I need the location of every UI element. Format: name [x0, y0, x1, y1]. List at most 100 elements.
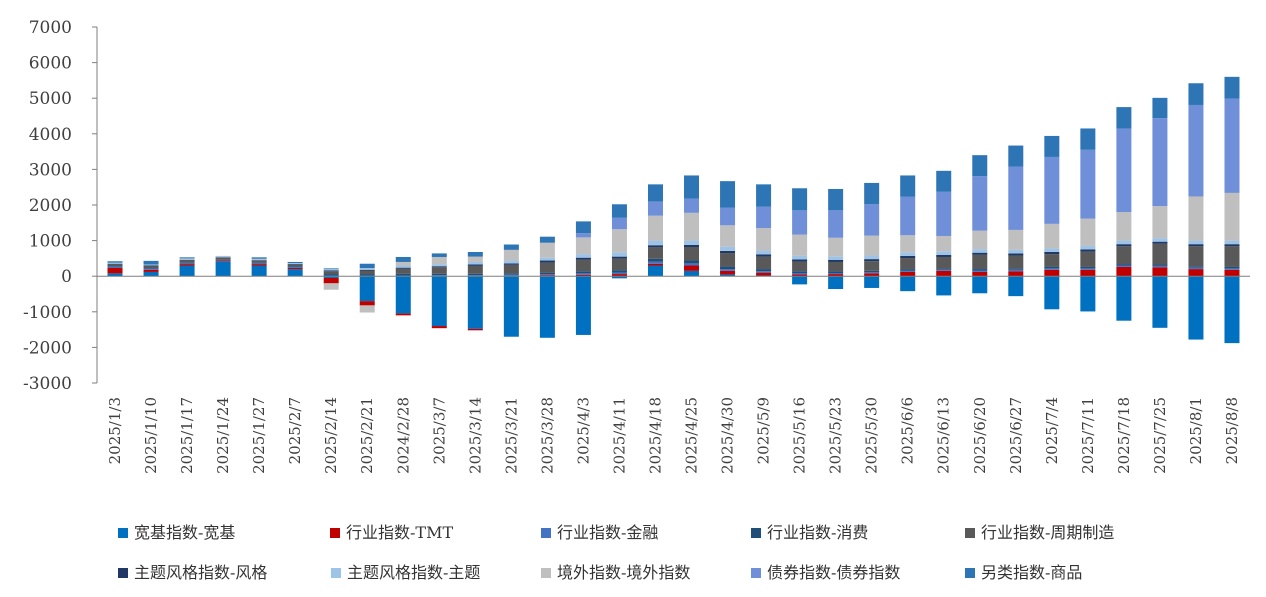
- bar-segment: [611, 258, 627, 271]
- bar-segment: [1116, 266, 1132, 277]
- bar-segment: [611, 270, 627, 273]
- bar-segment: [143, 269, 159, 272]
- bar-segment: [323, 277, 339, 284]
- y-tick-label: -2000: [23, 338, 72, 358]
- bar-segment: [323, 271, 339, 275]
- bar-segment: [684, 244, 700, 248]
- bar-segment: [1116, 128, 1132, 213]
- bar-segment: [287, 264, 303, 267]
- bar-segment: [503, 273, 519, 275]
- bar-segment: [143, 271, 159, 277]
- bar-segment: [431, 253, 447, 257]
- bar-segment: [1224, 266, 1240, 269]
- x-tick-label: 2025/1/3: [106, 397, 124, 464]
- legend-label: 债券指数-债券指数: [767, 563, 900, 582]
- bar-segment: [720, 266, 736, 270]
- bar-segment: [359, 301, 375, 306]
- bar-segment: [972, 230, 988, 250]
- legend-label: 行业指数-周期制造: [981, 523, 1114, 542]
- y-tick-label: 4000: [29, 125, 72, 145]
- bar-segment: [323, 268, 339, 270]
- bar-segment: [179, 259, 195, 261]
- x-tick-label: 2025/4/3: [574, 397, 592, 464]
- bar-segment: [395, 256, 411, 262]
- legend-swatch: [118, 528, 128, 538]
- bar-segment: [359, 276, 375, 302]
- bar-segment: [395, 273, 411, 276]
- bar-segment: [287, 269, 303, 277]
- bar-segment: [215, 259, 231, 261]
- bar-segment: [828, 276, 844, 290]
- bar-segment: [323, 283, 339, 290]
- bar-segment: [936, 235, 952, 252]
- bar-segment: [1224, 240, 1240, 245]
- bar-segment: [467, 261, 483, 265]
- bar-segment: [143, 268, 159, 270]
- bar-segment: [575, 276, 591, 335]
- x-tick-label: 2025/4/30: [719, 397, 737, 474]
- legend-label: 主题风格指数-风格: [134, 563, 267, 582]
- y-tick-label: -3000: [23, 374, 72, 394]
- bar-segment: [107, 263, 123, 265]
- bar-segment: [1152, 238, 1168, 242]
- bar-segment: [936, 191, 952, 236]
- bar-segment: [792, 272, 808, 275]
- bar-segment: [611, 272, 627, 275]
- bar-segment: [1116, 265, 1132, 267]
- bar-segment: [1080, 128, 1096, 150]
- bar-segment: [792, 210, 808, 235]
- bar-segment: [972, 270, 988, 272]
- bar-segment: [215, 257, 231, 260]
- bar-segment: [756, 256, 772, 270]
- bar-segment: [864, 273, 880, 277]
- bar-segment: [1224, 192, 1240, 241]
- x-tick-label: 2024/2/28: [394, 397, 412, 474]
- bar-segment: [684, 260, 700, 264]
- bar-segment: [359, 268, 375, 270]
- bar-segment: [684, 247, 700, 261]
- bar-segment: [720, 246, 736, 251]
- bar-segment: [359, 263, 375, 269]
- bar-segment: [539, 257, 555, 261]
- bar-segment: [1224, 76, 1240, 99]
- bar-segment: [1080, 276, 1096, 312]
- y-tick-label: 5000: [29, 89, 72, 109]
- bar-segment: [647, 265, 663, 277]
- bar-segment: [900, 196, 916, 236]
- bar-segment: [287, 268, 303, 270]
- bar-segment: [1224, 268, 1240, 270]
- x-tick-label: 2025/4/25: [683, 397, 701, 474]
- x-tick-label: 2025/4/18: [646, 397, 664, 474]
- bar-segment: [251, 265, 267, 277]
- bar-segment: [1188, 240, 1204, 245]
- bar-segment: [900, 270, 916, 272]
- bar-segment: [1044, 266, 1060, 269]
- bar-segment: [611, 217, 627, 230]
- bar-segment: [828, 261, 844, 272]
- x-tick-label: 2025/4/11: [610, 397, 628, 474]
- bar-segment: [1080, 249, 1096, 252]
- legend-label: 宽基指数-宽基: [134, 523, 235, 542]
- bar-segment: [900, 175, 916, 197]
- bar-segment: [215, 256, 231, 258]
- bar-segment: [684, 198, 700, 213]
- bar-segment: [287, 261, 303, 264]
- bar-segment: [936, 254, 952, 257]
- bar-segment: [251, 257, 267, 259]
- bar-segment: [431, 264, 447, 267]
- bar-segment: [647, 261, 663, 264]
- bar-segment: [864, 261, 880, 271]
- bar-segment: [323, 269, 339, 271]
- bar-segment: [539, 274, 555, 276]
- bar-segment: [215, 261, 231, 262]
- bar-segment: [251, 264, 267, 266]
- legend-swatch: [751, 528, 761, 538]
- bar-segment: [467, 264, 483, 266]
- bar-segment: [575, 257, 591, 260]
- bar-segment: [936, 270, 952, 277]
- x-tick-label: 2025/5/16: [791, 397, 809, 474]
- bar-segment: [828, 256, 844, 260]
- bar-segment: [684, 175, 700, 199]
- bar-segment: [1008, 271, 1024, 277]
- legend-swatch: [751, 568, 761, 578]
